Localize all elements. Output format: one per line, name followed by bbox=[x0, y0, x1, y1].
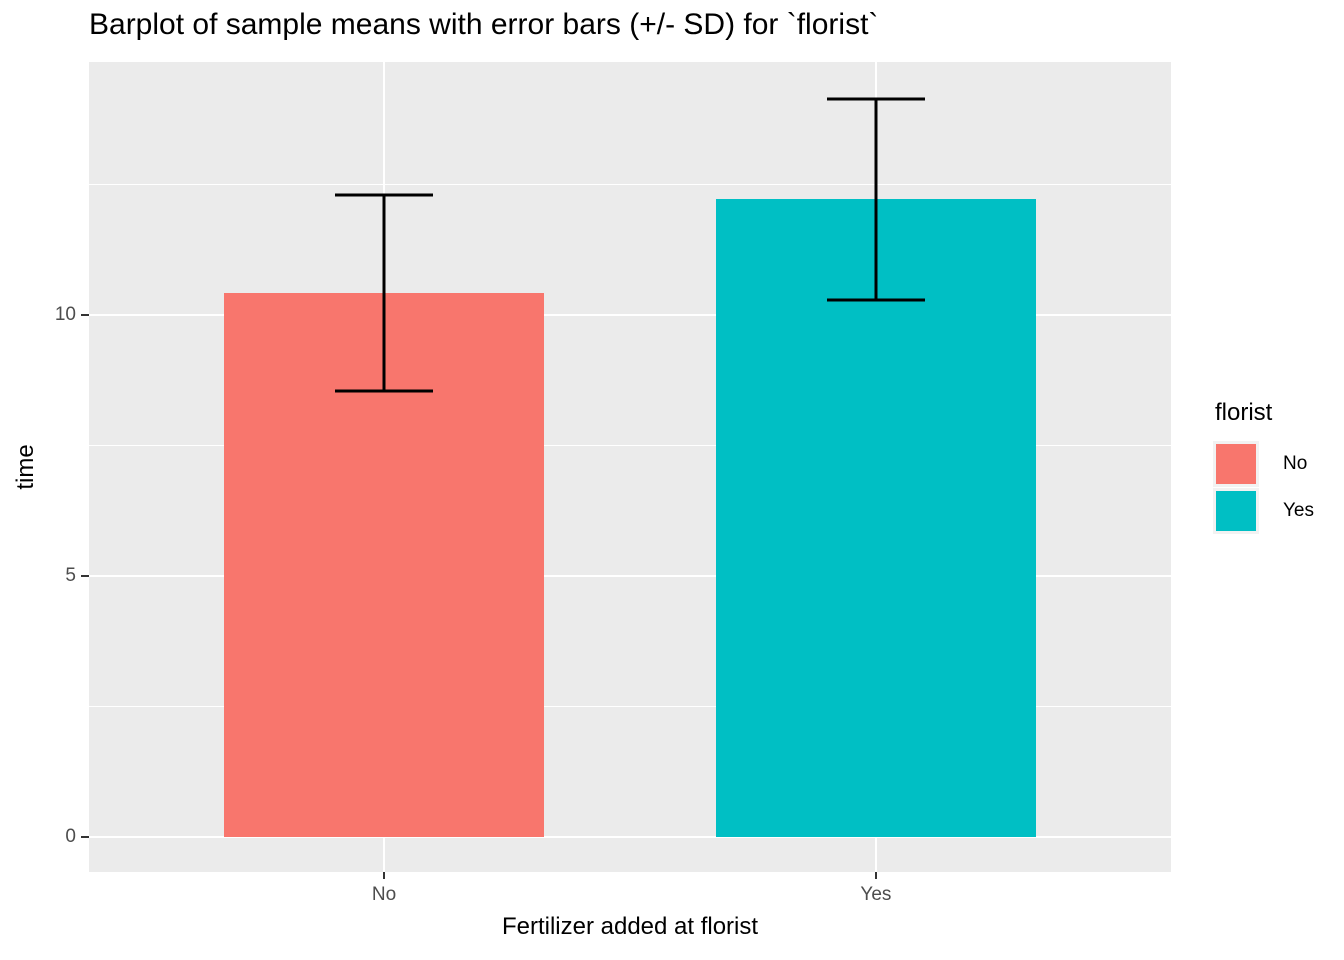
y-tick-label-5: 5 bbox=[65, 564, 76, 586]
legend-label-no: No bbox=[1283, 452, 1308, 474]
legend-title: florist bbox=[1215, 399, 1273, 426]
legend-items: No Yes bbox=[1213, 440, 1314, 534]
legend-item-no: No bbox=[1213, 440, 1314, 487]
legend-item-yes: Yes bbox=[1213, 487, 1314, 534]
error-bar-cap-upper-no bbox=[334, 193, 434, 197]
legend-key-no bbox=[1213, 440, 1259, 487]
gridline-major-y-10 bbox=[89, 314, 1171, 317]
y-axis-title: time bbox=[12, 444, 39, 490]
chart-title: Barplot of sample means with error bars … bbox=[89, 8, 879, 41]
plot-panel bbox=[89, 62, 1171, 872]
gridline-minor-y-7.5 bbox=[89, 444, 1171, 446]
gridline-major-y-5 bbox=[89, 574, 1171, 577]
x-tick-label-no: No bbox=[371, 884, 397, 905]
y-tick-mark-10 bbox=[81, 314, 89, 317]
y-tick-label-10: 10 bbox=[54, 304, 76, 326]
y-tick-label-0: 0 bbox=[65, 825, 76, 847]
legend-swatch-yes bbox=[1216, 490, 1256, 531]
error-bar-cap-upper-yes bbox=[826, 97, 926, 101]
y-tick-mark-0 bbox=[81, 835, 89, 838]
error-bar-cap-lower-no bbox=[334, 389, 434, 393]
y-tick-mark-5 bbox=[81, 574, 89, 577]
legend-key-yes bbox=[1213, 487, 1259, 534]
bar-yes bbox=[716, 199, 1036, 837]
x-tick-label-yes: Yes bbox=[860, 884, 892, 905]
gridline-minor-y-12.5 bbox=[89, 184, 1171, 186]
x-tick-mark-yes bbox=[874, 872, 877, 879]
gridline-minor-y-2.5 bbox=[89, 705, 1171, 707]
x-axis-title: Fertilizer added at florist bbox=[501, 913, 759, 940]
legend: florist No Yes bbox=[1213, 399, 1314, 534]
error-bar-cap-lower-yes bbox=[826, 298, 926, 302]
error-bar-stem-yes bbox=[874, 99, 878, 300]
legend-label-yes: Yes bbox=[1283, 499, 1314, 521]
x-tick-mark-no bbox=[383, 872, 386, 879]
legend-swatch-no bbox=[1216, 443, 1256, 484]
gridline-major-y-0 bbox=[89, 835, 1171, 838]
error-bar-stem-no bbox=[382, 194, 386, 391]
